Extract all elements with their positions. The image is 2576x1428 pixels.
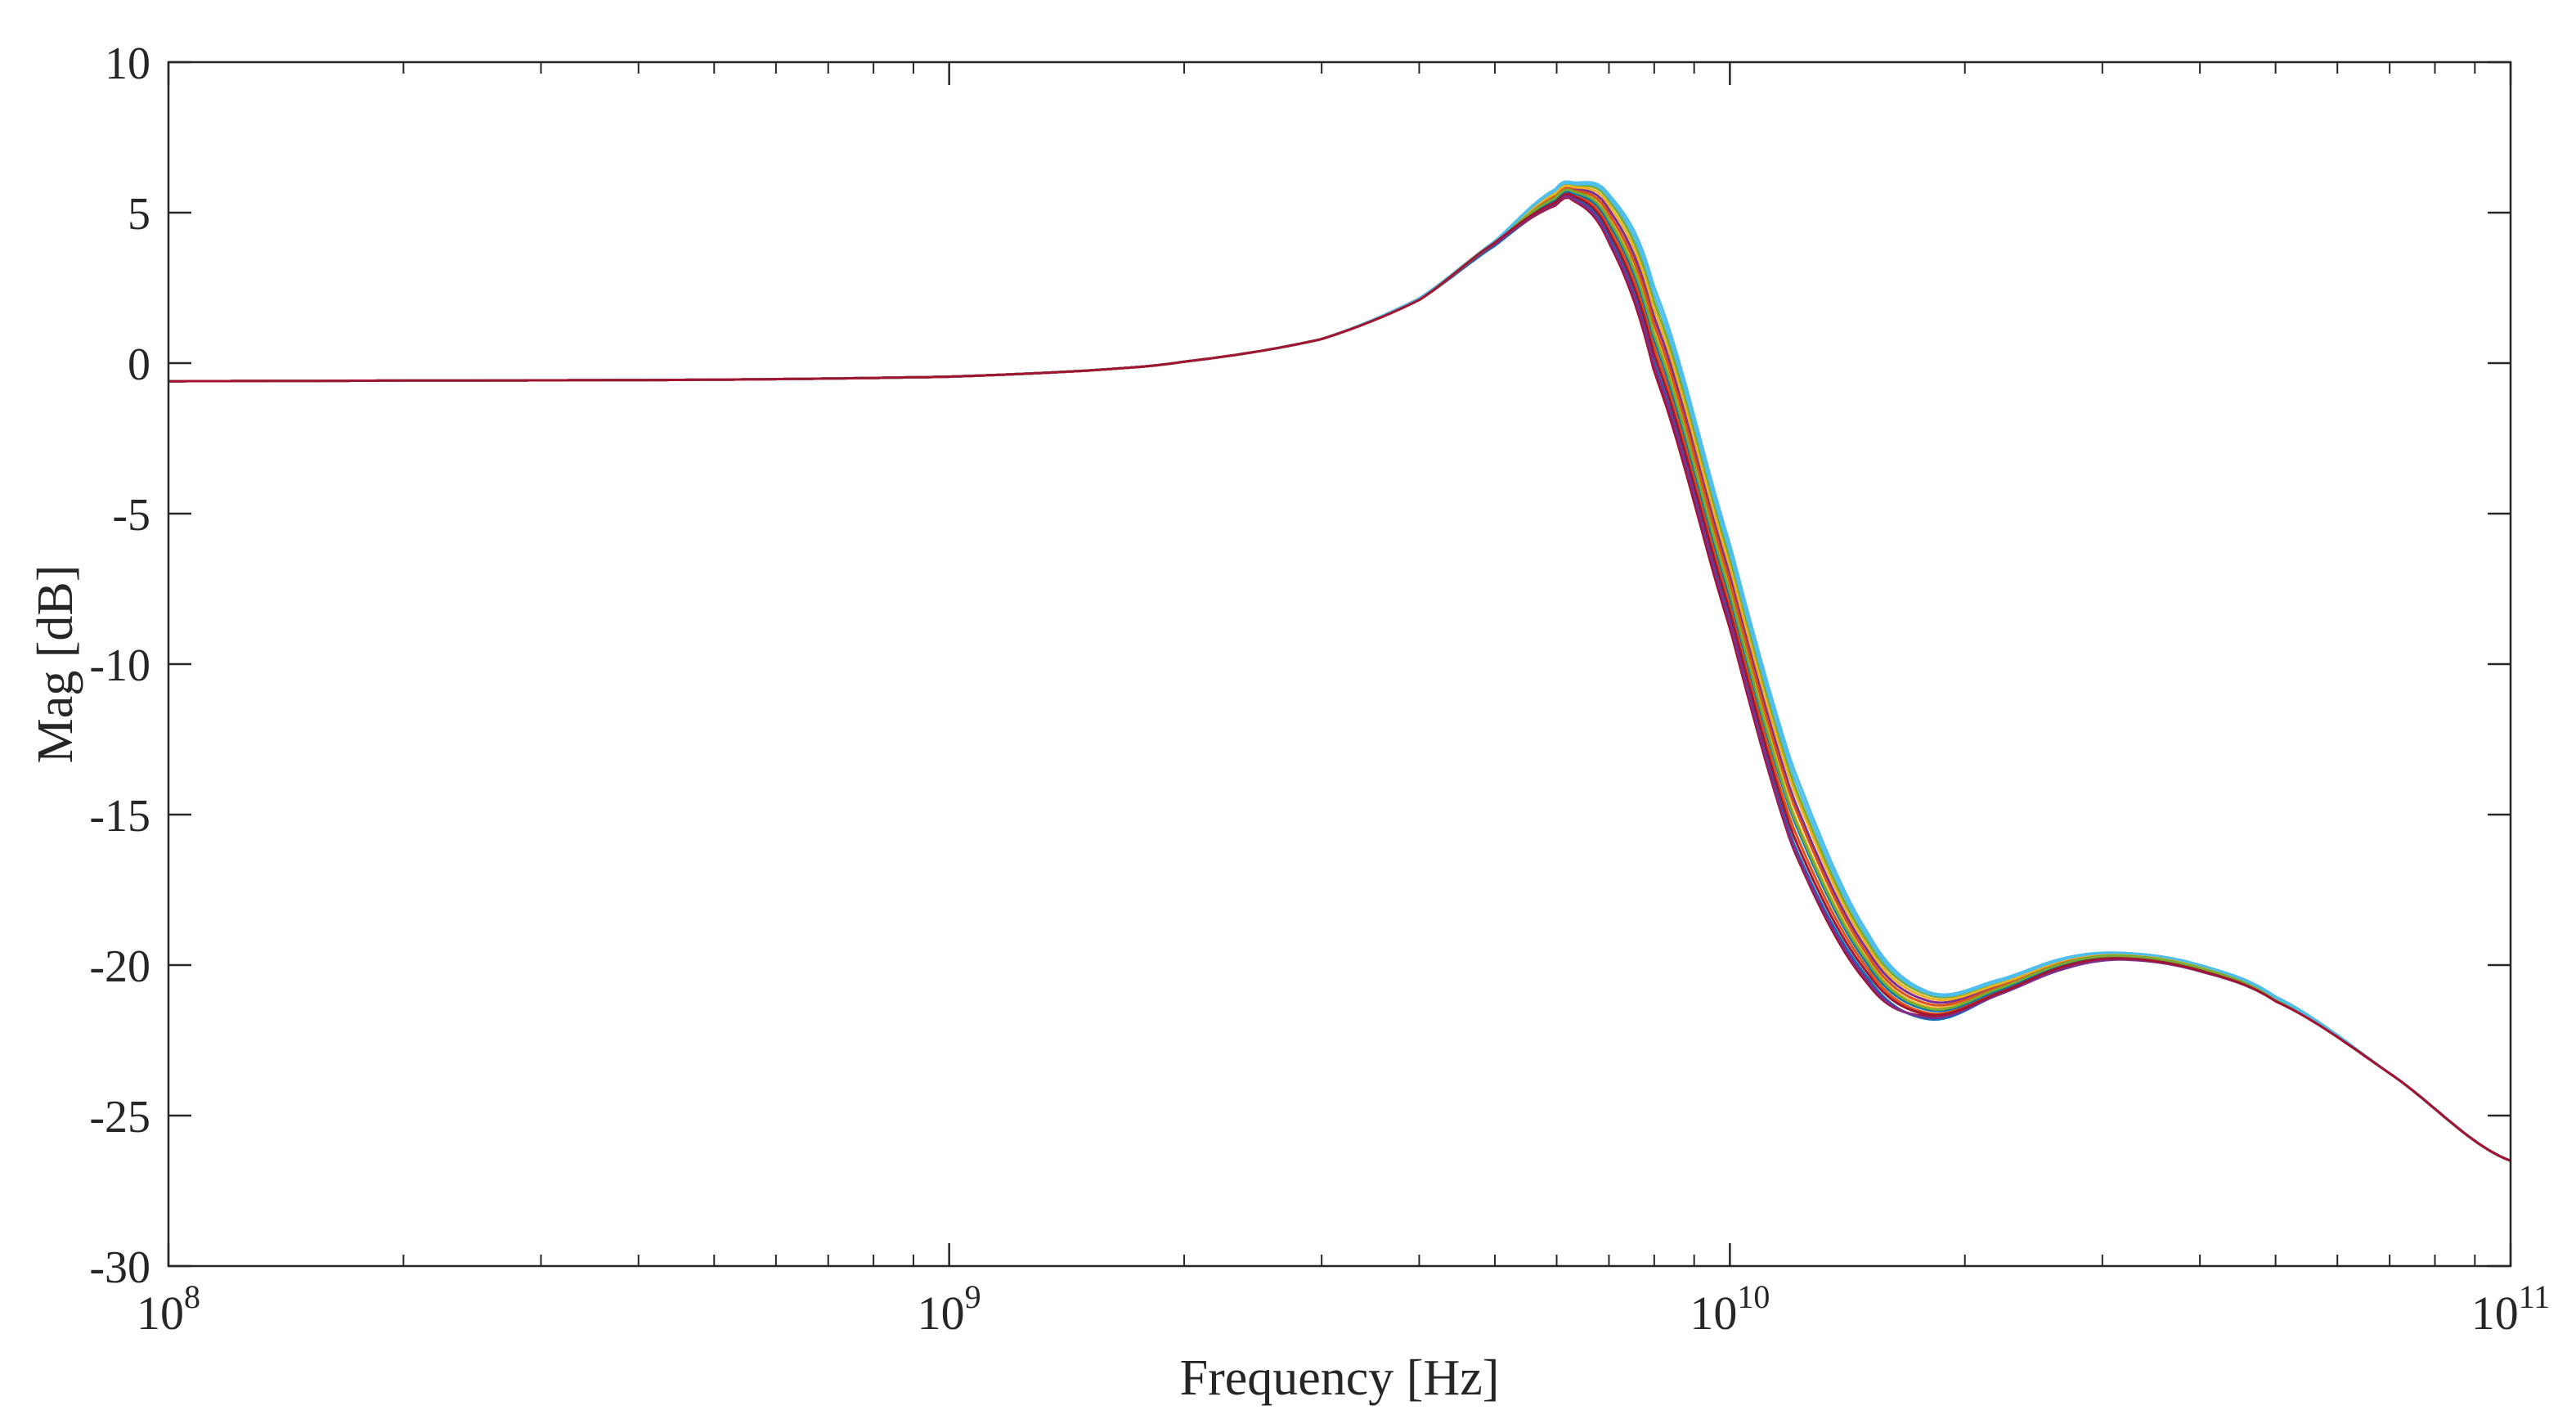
- y-tick-label: -15: [89, 791, 150, 842]
- x-tick-label: 1010: [1690, 1278, 1770, 1340]
- y-tick-label: 5: [128, 189, 150, 240]
- series-layer: [168, 180, 2511, 1162]
- y-tick-label: -30: [89, 1242, 150, 1293]
- y-tick-label: -5: [112, 490, 150, 541]
- y-tick-label: 10: [105, 38, 150, 89]
- y-tick-label: -10: [89, 640, 150, 691]
- y-tick-label: 0: [128, 339, 150, 390]
- series-line-s14: [168, 192, 2511, 1162]
- x-axis-ticks: 108 109 1010 1011: [137, 62, 2550, 1340]
- x-tick-label: 109: [918, 1278, 981, 1340]
- x-tick-label: 1011: [2471, 1278, 2551, 1340]
- y-tick-label: -20: [89, 941, 150, 992]
- x-axis-label: Frequency [Hz]: [1180, 1350, 1500, 1406]
- y-tick-label: -25: [89, 1092, 150, 1143]
- x-tick-label: 108: [137, 1278, 200, 1340]
- y-axis-label: Mag [dB]: [28, 565, 83, 764]
- y-axis-ticks: 10 5 0 -5 -10 -15 -20 -25 -30: [89, 38, 2511, 1293]
